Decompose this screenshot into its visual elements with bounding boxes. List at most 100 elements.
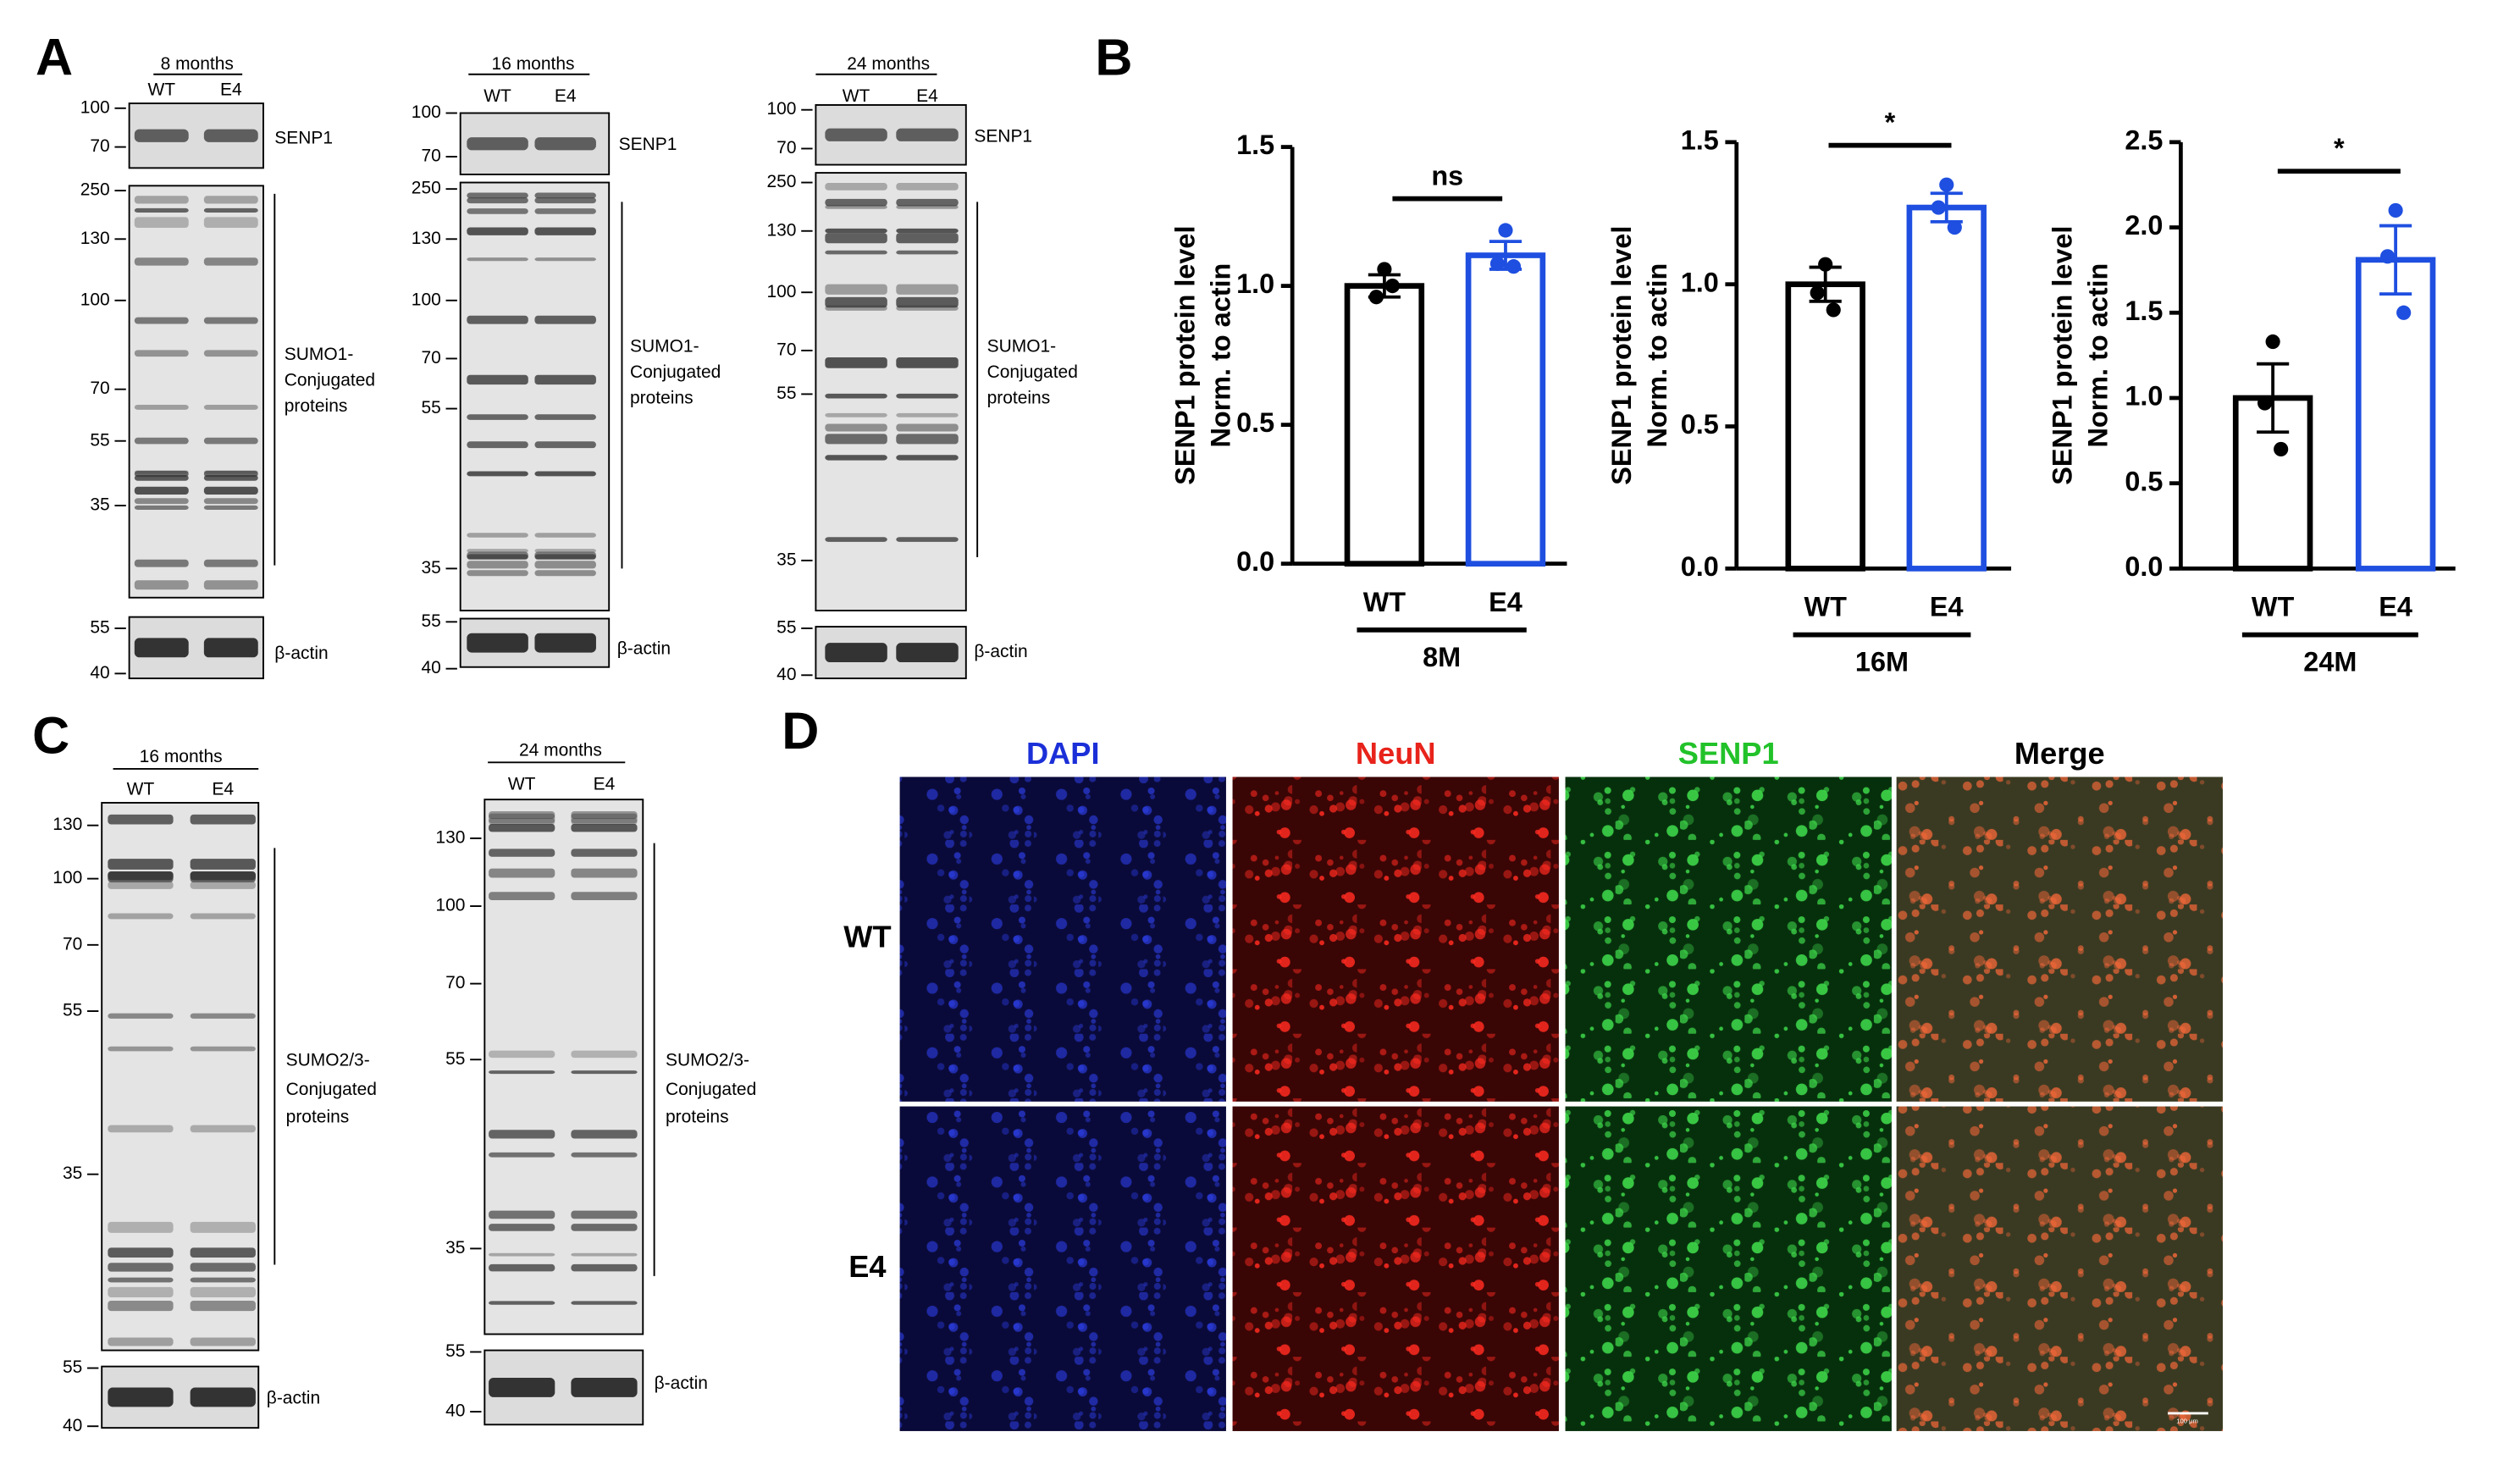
lane-label: E4	[916, 86, 938, 106]
marker-label: 100	[435, 896, 465, 915]
lane-label: WT	[843, 86, 870, 106]
data-point	[1384, 279, 1401, 294]
y-tick-label: 1.0	[1681, 267, 1719, 297]
band	[203, 350, 258, 357]
lane-label: WT	[127, 779, 155, 799]
band	[896, 412, 959, 417]
band	[190, 859, 256, 870]
band	[489, 868, 555, 878]
band	[534, 208, 596, 214]
marker-label: 250	[80, 180, 110, 200]
band	[467, 570, 528, 577]
band	[203, 129, 258, 142]
band	[467, 137, 528, 151]
marker-label: 40	[63, 1416, 82, 1435]
protein-label: Conjugated	[286, 1080, 377, 1099]
panel-label: C	[32, 707, 69, 765]
data-point	[2379, 249, 2396, 264]
marker-label: 55	[445, 1341, 465, 1361]
panel-label: D	[782, 702, 819, 760]
band	[203, 437, 258, 445]
band	[489, 817, 555, 826]
band	[825, 198, 887, 207]
x-tick-label: E4	[1489, 587, 1522, 617]
marker-label: 100	[80, 97, 110, 117]
bar	[2355, 257, 2436, 572]
band	[896, 250, 959, 255]
marker-label: 250	[766, 172, 796, 191]
panel-label: B	[1095, 29, 1132, 86]
band	[534, 257, 596, 262]
marker-label: 35	[63, 1164, 82, 1183]
y-tick-label: 1.5	[1681, 124, 1719, 155]
data-point	[2396, 305, 2412, 320]
marker-label: 100	[52, 868, 82, 887]
band	[203, 217, 258, 228]
band	[190, 1300, 256, 1312]
band	[896, 182, 959, 191]
band	[534, 561, 596, 569]
band	[108, 1387, 174, 1407]
marker-label: 55	[63, 1357, 82, 1377]
band	[825, 296, 887, 308]
band	[896, 296, 959, 308]
band	[134, 350, 189, 357]
band	[571, 1070, 638, 1075]
data-point	[1818, 257, 1833, 272]
y-tick-label: 0.5	[2125, 466, 2163, 496]
band	[108, 1277, 174, 1283]
band	[825, 357, 887, 368]
bar	[1344, 283, 1425, 567]
band	[134, 405, 189, 410]
channel-header: Merge	[2014, 736, 2105, 771]
protein-label: Conjugated	[666, 1080, 756, 1099]
band	[534, 192, 596, 199]
blot-header: 24 months	[847, 54, 930, 74]
band	[467, 315, 528, 324]
band	[571, 811, 638, 820]
band	[203, 470, 258, 474]
protein-label: β-actin	[267, 1388, 320, 1407]
marker-label: 70	[90, 379, 109, 398]
lane-label: WT	[484, 86, 511, 106]
band	[825, 393, 887, 399]
band	[571, 1152, 638, 1158]
band	[190, 871, 256, 881]
marker-label: 40	[776, 665, 796, 684]
band	[571, 1378, 638, 1397]
significance-label: *	[2334, 133, 2345, 163]
marker-label: 55	[90, 430, 109, 450]
band	[134, 317, 189, 324]
data-point	[1498, 223, 1513, 238]
y-tick-label: 0.0	[1681, 551, 1719, 582]
band	[896, 228, 959, 234]
band	[134, 559, 189, 567]
band	[534, 137, 596, 151]
micrograph	[1232, 1106, 1559, 1431]
marker-label: 100	[412, 290, 441, 309]
lane-label: WT	[508, 775, 536, 794]
data-point	[1931, 200, 1946, 215]
significance-label: *	[1885, 107, 1896, 137]
band	[134, 475, 189, 481]
band	[108, 1300, 174, 1312]
band	[534, 549, 596, 553]
band	[489, 1378, 555, 1397]
blot-membrane	[128, 185, 264, 599]
y-axis-label: Norm. to actin	[1642, 263, 1672, 448]
band	[467, 257, 528, 262]
band	[134, 505, 189, 510]
blot-membrane	[101, 802, 260, 1352]
band	[108, 814, 174, 825]
band	[571, 1263, 638, 1272]
band	[467, 197, 528, 204]
band	[825, 250, 887, 255]
bar	[1465, 252, 1546, 567]
marker-label: 100	[80, 290, 110, 309]
marker-label: 70	[445, 973, 465, 992]
band	[489, 1263, 555, 1272]
marker-label: 55	[421, 611, 440, 631]
band	[896, 198, 959, 207]
band	[571, 1252, 638, 1257]
lane-label: WT	[147, 80, 175, 99]
